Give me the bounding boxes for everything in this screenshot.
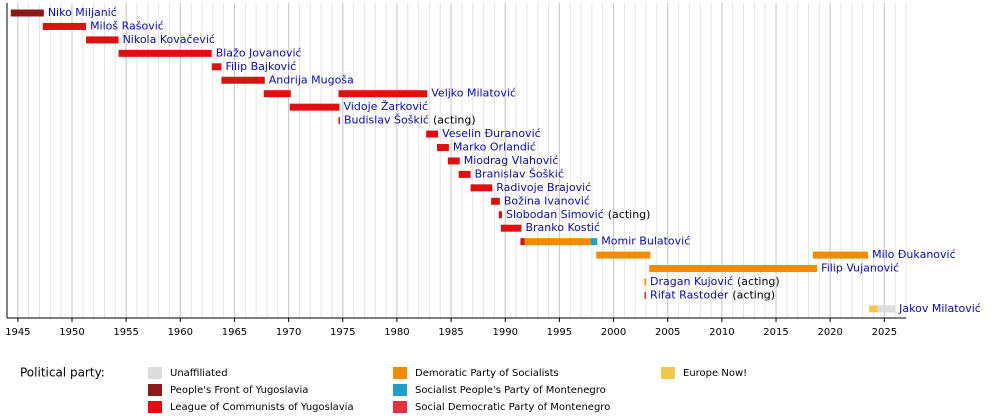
acting-note: (acting) [732, 288, 775, 301]
acting-note: (acting) [737, 275, 780, 288]
legend-label: Demoratic Party of Socialists [415, 368, 559, 379]
term-bar [500, 224, 522, 232]
legend-label: League of Communists of Yugoslavia [170, 402, 354, 413]
x-tick-label: 2010 [709, 327, 734, 338]
term-bar [498, 211, 502, 219]
term-bar [211, 63, 222, 71]
legend-label: Unaffiliated [170, 368, 228, 379]
term-bar [42, 22, 87, 30]
office-holder-label: Blažo Jovanović [216, 46, 302, 59]
office-holder-label: Božina Ivanović [504, 194, 590, 207]
term-bar [644, 291, 647, 299]
term-bar [263, 90, 291, 98]
x-tick-label: 1975 [330, 327, 355, 338]
x-tick-label: 1950 [59, 327, 84, 338]
legend-swatch [148, 384, 162, 396]
x-tick-label: 1990 [493, 327, 518, 338]
term-bar [649, 265, 818, 273]
office-holder-label: Momir Bulatović [601, 235, 690, 248]
office-holder-label: Budislav Šoškić [344, 114, 429, 127]
legend-label: Social Democratic Party of Montenegro [415, 402, 610, 413]
legend-swatch [393, 384, 407, 396]
term-bar [596, 251, 651, 259]
office-holder-label: Miloš Rašović [90, 19, 164, 32]
term-bar [338, 90, 428, 98]
term-bar [470, 184, 493, 192]
term-bar [524, 238, 591, 246]
term-bar [10, 9, 44, 17]
term-bar [877, 305, 896, 313]
term-bar [590, 238, 598, 246]
term-bar [437, 144, 449, 151]
x-tick-label: 2015 [763, 327, 788, 338]
x-tick-label: 1960 [168, 327, 193, 338]
legend-label: Europe Now! [683, 368, 747, 379]
office-holder-label: Rifat Rastoder [650, 288, 729, 301]
x-tick-label: 2005 [655, 327, 680, 338]
x-tick-label: 1985 [438, 327, 463, 338]
term-bar [812, 251, 869, 259]
office-holder-label: Milo Đukanović [872, 248, 956, 261]
office-holder-label: Nikola Kovačević [123, 33, 215, 46]
x-tick-label: 1945 [5, 327, 30, 338]
office-holder-label: Marko Orlandić [453, 141, 536, 154]
term-bar [458, 170, 471, 178]
x-tick-label: 1955 [113, 327, 138, 338]
office-holder-label: Veselin Đuranović [442, 127, 541, 140]
office-holder-label: Miodrag Vlahović [464, 154, 559, 167]
office-holder-label: Niko Miljanić [48, 6, 117, 19]
x-tick-label: 2020 [817, 327, 842, 338]
legend-swatch [393, 401, 407, 413]
term-bar [491, 197, 500, 205]
office-holder-label: Veljko Milatović [431, 87, 516, 100]
office-holder-label: Vidoje Žarković [344, 100, 429, 113]
legend-label: Socialist People's Party of Montenegro [415, 385, 606, 396]
term-bar [221, 76, 265, 84]
office-holder-label: Jakov Milatović [898, 302, 981, 315]
office-holder-label: Filip Bajković [225, 60, 296, 73]
legend-swatch [148, 367, 162, 379]
term-bar [426, 130, 439, 138]
office-holder-label: Branislav Šoškić [475, 167, 564, 180]
office-holder-label: Branko Kostić [525, 221, 600, 234]
acting-note: (acting) [608, 208, 651, 221]
x-tick-label: 2025 [872, 327, 897, 338]
legend-swatch [148, 401, 162, 413]
office-holder-label: Dragan Kujović [650, 275, 733, 288]
legend-title: Political party: [20, 366, 105, 380]
acting-note: (acting) [433, 114, 476, 127]
office-holder-label: Radivoje Brajović [496, 181, 591, 194]
term-bar [118, 49, 212, 57]
term-bar [520, 238, 525, 246]
term-bar [447, 157, 460, 165]
term-bar [644, 278, 647, 286]
term-bar [869, 305, 878, 313]
office-holder-label: Andrija Mugoša [269, 73, 354, 86]
x-tick-label: 1980 [384, 327, 409, 338]
x-tick-label: 1965 [222, 327, 247, 338]
legend-label: People's Front of Yugoslavia [170, 385, 308, 396]
term-bar [86, 36, 119, 44]
term-bar [289, 103, 340, 111]
x-tick-label: 1995 [547, 327, 572, 338]
x-tick-label: 1970 [276, 327, 301, 338]
term-bar [338, 117, 340, 125]
office-holder-label: Slobodan Simović [506, 208, 604, 221]
office-holder-label: Filip Vujanović [821, 262, 899, 275]
legend-swatch [661, 367, 675, 379]
x-tick-label: 2000 [601, 327, 626, 338]
legend-swatch [393, 367, 407, 379]
